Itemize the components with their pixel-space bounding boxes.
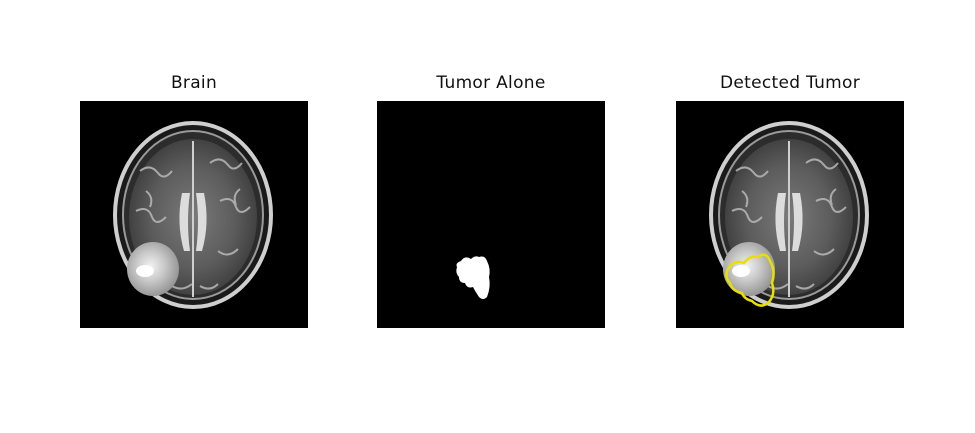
- tumor-mask-shape: [456, 256, 490, 299]
- panel-brain: Brain: [80, 70, 308, 328]
- tumor-mask-image: [377, 101, 605, 328]
- panel-detected-tumor: Detected Tumor: [676, 70, 904, 328]
- brain-mri-image: [80, 101, 308, 328]
- panel-title-brain: Brain: [170, 73, 218, 93]
- tumor-outline: [725, 253, 775, 307]
- panel-tumor-alone: Tumor Alone: [377, 70, 605, 328]
- panel-title-tumor-alone: Tumor Alone: [436, 73, 546, 93]
- detected-tumor-image: [676, 101, 904, 328]
- panel-title-detected-tumor: Detected Tumor: [719, 73, 861, 93]
